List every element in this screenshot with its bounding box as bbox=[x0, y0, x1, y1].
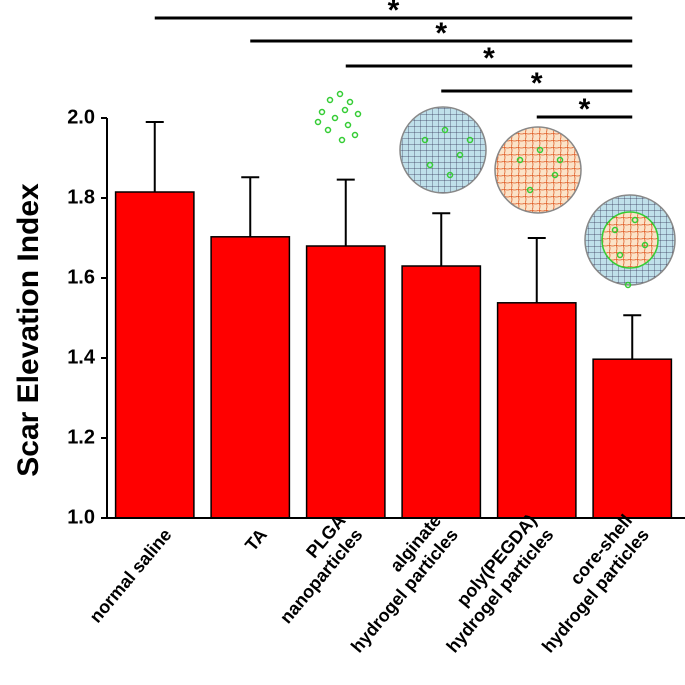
y-tick-label: 1.4 bbox=[67, 346, 96, 368]
significance-marker: * bbox=[579, 93, 591, 126]
significance-marker: * bbox=[388, 0, 400, 27]
bar bbox=[592, 358, 673, 519]
bar bbox=[305, 245, 386, 519]
y-tick-label: 1.8 bbox=[67, 186, 95, 208]
significance-marker: * bbox=[531, 67, 543, 100]
bar bbox=[210, 236, 291, 519]
x-tick-label: normal saline bbox=[86, 525, 176, 627]
x-tick-label: TA bbox=[241, 525, 271, 555]
x-tick-label-line: TA bbox=[241, 525, 271, 555]
bar bbox=[401, 265, 482, 519]
significance-marker: * bbox=[483, 42, 495, 75]
bar bbox=[496, 302, 577, 519]
y-tick-label: 2.0 bbox=[67, 106, 95, 128]
y-axis-label: Scar Elevation Index bbox=[12, 183, 45, 477]
y-tick-label: 1.6 bbox=[67, 266, 95, 288]
y-tick-label: 1.0 bbox=[67, 506, 95, 528]
x-tick-label-line: normal saline bbox=[86, 525, 176, 627]
illustrations bbox=[314, 90, 676, 289]
significance-marker: * bbox=[435, 17, 447, 50]
bar bbox=[114, 191, 195, 519]
y-tick-label: 1.2 bbox=[67, 426, 95, 448]
